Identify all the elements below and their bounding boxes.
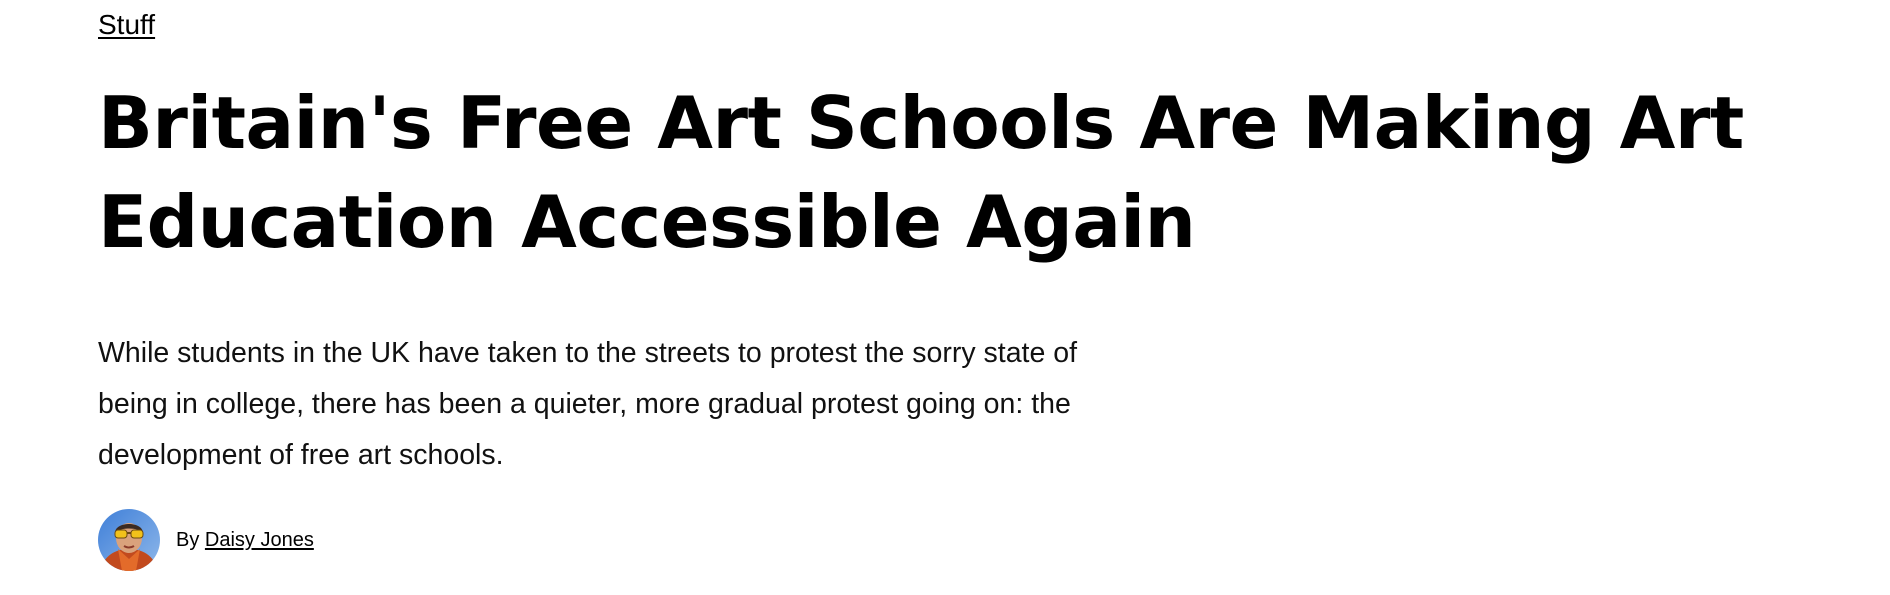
section-link[interactable]: Stuff (98, 9, 156, 40)
article-dek: While students in the UK have taken to t… (98, 337, 1078, 471)
article-headline: Britain's Free Art Schools Are Making Ar… (98, 81, 1744, 264)
author-avatar[interactable] (98, 509, 160, 571)
author-link[interactable]: Daisy Jones (204, 529, 314, 551)
byline-text: By Daisy Jones (176, 528, 314, 552)
byline-prefix: By (176, 529, 200, 551)
byline: By Daisy Jones (98, 509, 314, 571)
avatar-photo-icon (98, 509, 160, 571)
